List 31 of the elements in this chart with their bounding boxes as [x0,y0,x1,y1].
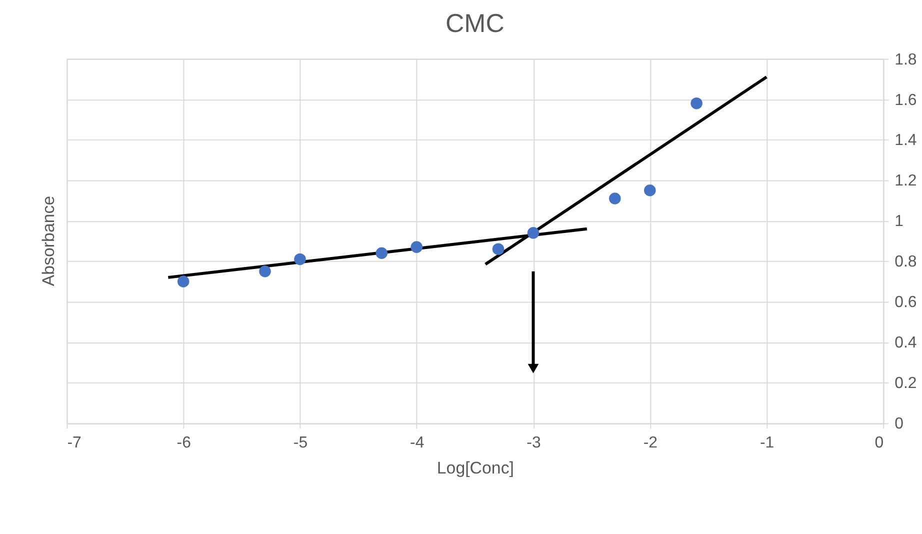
y-tick-label: 0.8 [894,254,917,271]
y-tick-label: 0.2 [894,375,917,392]
x-tick-label: -7 [67,434,82,452]
y-tick-label: 1 [894,213,904,230]
point [259,265,271,278]
y-tick-label: 0.6 [894,294,917,312]
y-tick-label: 1.8 [894,51,917,68]
y-axis-title: Absorbance [38,196,58,286]
x-tick-label: -1 [760,434,774,452]
point [294,253,306,266]
chart-title: CMC [445,10,504,38]
y-tick-label: 0.4 [894,334,917,352]
x-axis-title: Log[Conc] [436,458,514,478]
point [177,276,190,288]
x-tick-label: -5 [293,434,308,452]
y-tick-label: 1.6 [894,92,917,109]
point [609,192,621,204]
x-tick-label: -3 [526,434,541,452]
y-tick-label: 1.2 [894,172,917,190]
point [492,243,504,255]
x-tick-label: -6 [176,434,192,452]
x-tick-label: -2 [643,434,658,452]
point [644,184,656,196]
point [376,247,388,260]
y-tick-label: 0 [894,416,904,433]
x-tick-label: -4 [410,434,424,452]
point [527,227,540,239]
point [690,97,702,110]
point [410,241,423,253]
y-tick-label: 1.4 [894,132,917,150]
x-tick-label: 0 [874,434,884,452]
